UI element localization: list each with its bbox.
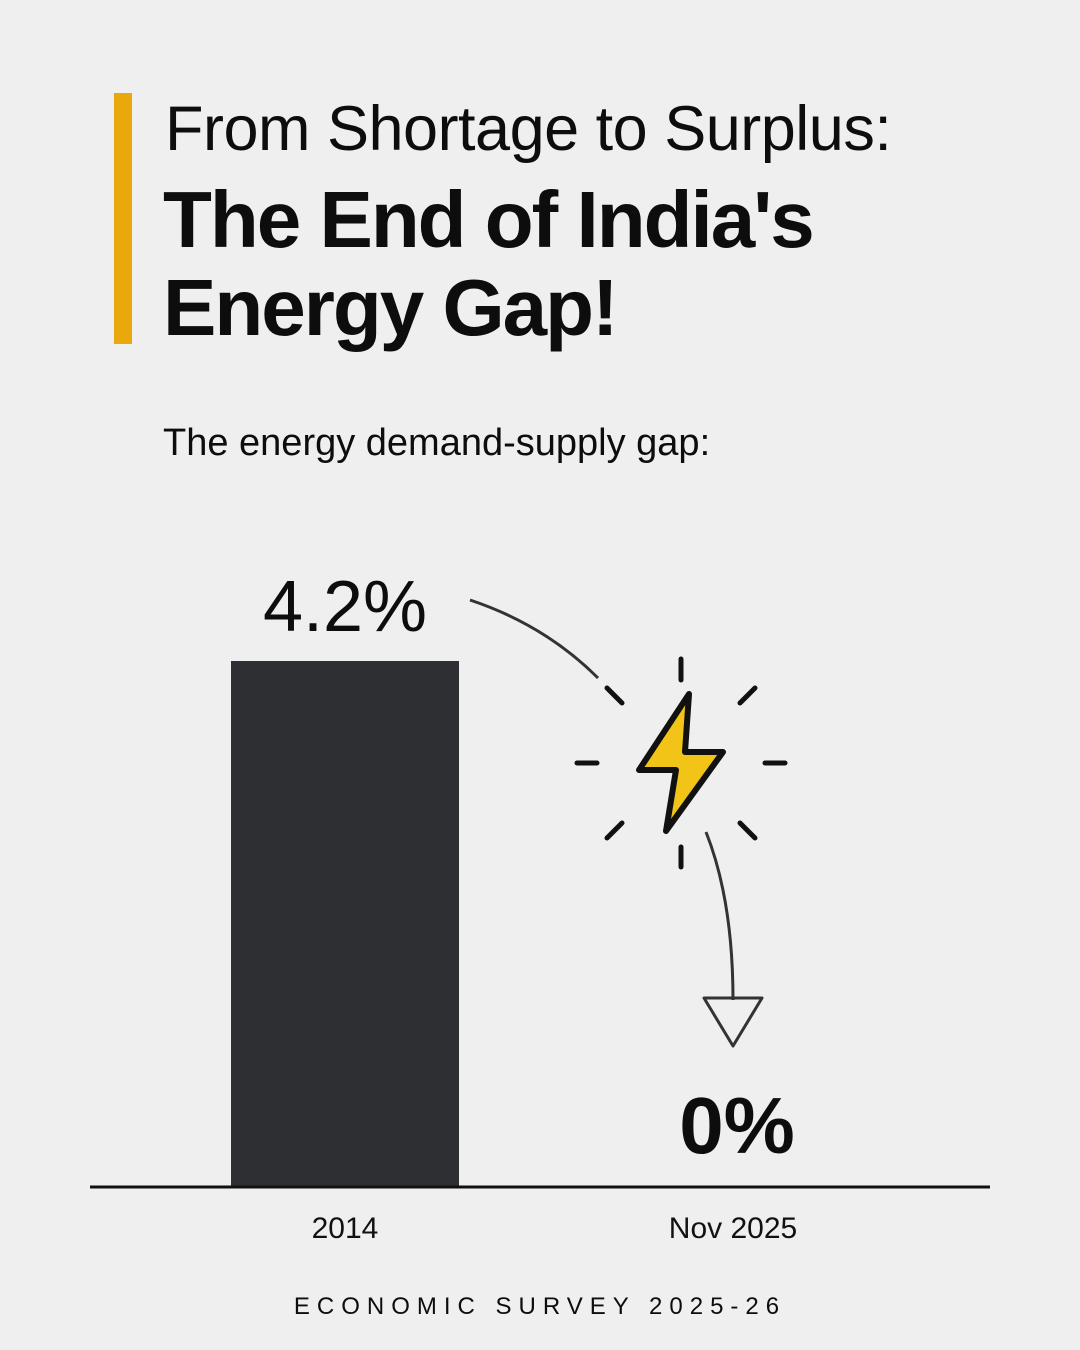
category-label-1: Nov 2025 bbox=[669, 1212, 797, 1245]
arrow-head-down bbox=[702, 996, 764, 1048]
bars-layer bbox=[231, 661, 459, 1186]
chart-subtitle: The energy demand-supply gap: bbox=[163, 422, 711, 464]
arrow-curve-bottom bbox=[704, 831, 735, 1001]
title-accent-bar bbox=[114, 93, 132, 344]
bar-0 bbox=[231, 661, 459, 1186]
title-line-1: From Shortage to Surplus: bbox=[165, 94, 892, 164]
arrow-curve-top bbox=[469, 598, 600, 680]
category-label-0: 2014 bbox=[312, 1212, 379, 1245]
value-label-0: 4.2% bbox=[263, 567, 427, 647]
value-label-1: 0% bbox=[679, 1081, 795, 1170]
source-footer: ECONOMIC SURVEY 2025-26 bbox=[293, 1293, 787, 1320]
lightning-bolt-icon bbox=[574, 656, 788, 870]
page-title: The End of India's Energy Gap! bbox=[163, 175, 815, 352]
